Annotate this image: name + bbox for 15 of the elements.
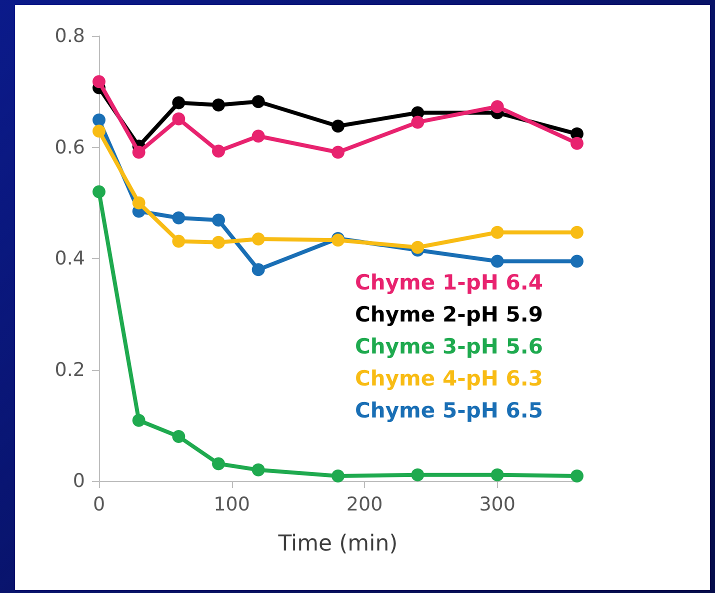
text: Chyme 3-pH 5.6	[355, 334, 543, 358]
y-tick-label: 0.4	[54, 248, 85, 270]
y-tick-label: 0.2	[54, 358, 85, 381]
y-tick-label: 0	[72, 470, 85, 492]
y-tick-label: 0.8	[54, 25, 85, 47]
x-tick-label: 200	[346, 494, 383, 516]
x-tick-label: 300	[479, 494, 516, 516]
text: Chyme 4-pH 6.3	[355, 366, 543, 390]
text: Chyme 5-pH 6.5	[355, 398, 543, 422]
x-axis-title: Time (min)	[277, 532, 398, 556]
text: Chyme 1-pH 6.4	[355, 270, 543, 294]
y-tick-label: 0.6	[54, 136, 85, 158]
x-tick-label: 0	[92, 494, 106, 516]
text: Chyme 2-pH 5.9	[355, 302, 543, 326]
x-tick-label: 100	[214, 494, 250, 516]
